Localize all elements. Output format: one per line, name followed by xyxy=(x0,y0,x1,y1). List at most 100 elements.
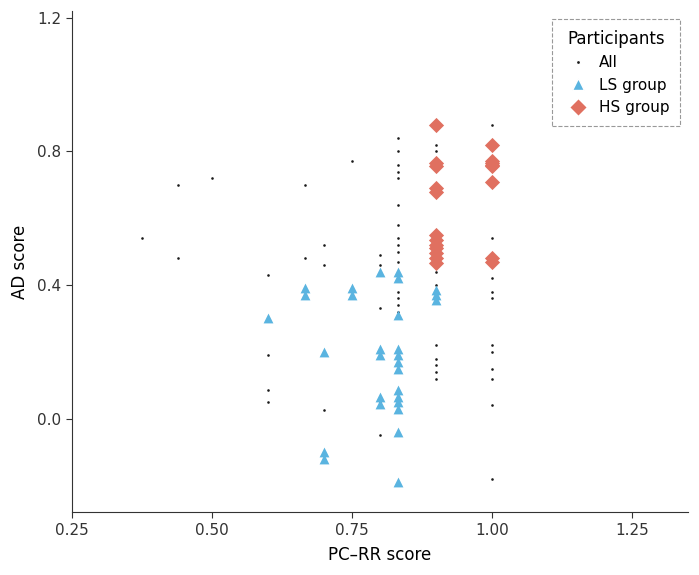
Point xyxy=(375,344,386,353)
Point xyxy=(393,240,404,250)
Point xyxy=(487,374,498,383)
Point xyxy=(393,167,404,176)
Point xyxy=(431,287,442,296)
Point xyxy=(375,267,386,277)
Point xyxy=(375,392,386,401)
Point xyxy=(393,307,404,316)
Point xyxy=(346,157,357,166)
Point xyxy=(431,254,442,263)
Point xyxy=(487,177,498,186)
Point xyxy=(262,314,273,323)
Point xyxy=(393,147,404,156)
Point xyxy=(393,220,404,229)
Point xyxy=(487,254,498,263)
Point xyxy=(375,397,386,407)
Legend: All, LS group, HS group: All, LS group, HS group xyxy=(552,19,680,126)
Point xyxy=(393,397,404,407)
Point xyxy=(393,344,404,353)
Point xyxy=(262,351,273,360)
Point xyxy=(393,294,404,303)
Point xyxy=(431,120,442,129)
Point xyxy=(487,474,498,484)
Point xyxy=(487,274,498,283)
Point xyxy=(393,301,404,310)
Point xyxy=(262,386,273,395)
Point xyxy=(318,347,329,356)
Point xyxy=(393,200,404,209)
Point xyxy=(431,267,442,277)
Point xyxy=(393,364,404,373)
Point xyxy=(173,181,184,190)
Point xyxy=(318,260,329,270)
Point xyxy=(487,157,498,166)
Point xyxy=(393,233,404,243)
Point xyxy=(318,454,329,463)
Point xyxy=(393,386,404,395)
Point xyxy=(431,240,442,250)
Point xyxy=(262,397,273,407)
Point xyxy=(393,310,404,320)
Point xyxy=(431,247,442,256)
Point xyxy=(393,477,404,486)
Point xyxy=(318,347,329,356)
Point xyxy=(487,347,498,356)
Point xyxy=(431,296,442,305)
Point xyxy=(487,159,498,168)
Point xyxy=(431,249,442,258)
Point xyxy=(431,354,442,363)
Point xyxy=(487,162,498,171)
Point xyxy=(393,267,404,277)
Point xyxy=(300,181,311,190)
Point xyxy=(300,254,311,263)
Point xyxy=(300,284,311,293)
Point xyxy=(393,257,404,266)
Point xyxy=(431,259,442,268)
Point xyxy=(487,364,498,373)
Point xyxy=(431,140,442,150)
Point xyxy=(393,314,404,323)
Point xyxy=(431,231,442,240)
Point xyxy=(487,233,498,243)
Point xyxy=(375,351,386,360)
Point xyxy=(136,233,147,243)
Point xyxy=(393,427,404,436)
Point xyxy=(431,235,442,244)
Point xyxy=(487,160,498,170)
Point xyxy=(431,367,442,377)
Point xyxy=(431,227,442,236)
Point xyxy=(431,162,442,171)
Point xyxy=(487,287,498,296)
Point xyxy=(375,260,386,270)
Point xyxy=(262,270,273,279)
Point xyxy=(393,351,404,360)
Point xyxy=(431,159,442,168)
Point xyxy=(487,140,498,150)
Point xyxy=(375,431,386,440)
Point xyxy=(346,290,357,300)
Point xyxy=(375,399,386,408)
Point xyxy=(393,392,404,401)
Point xyxy=(393,160,404,170)
Point xyxy=(487,120,498,129)
Point xyxy=(393,357,404,366)
Point xyxy=(393,287,404,296)
Point xyxy=(346,284,357,293)
Point xyxy=(431,281,442,290)
Point xyxy=(393,133,404,143)
Point xyxy=(487,340,498,350)
X-axis label: PC–RR score: PC–RR score xyxy=(329,546,431,564)
Point xyxy=(431,374,442,383)
Point xyxy=(487,401,498,410)
Point xyxy=(431,244,442,253)
Point xyxy=(393,174,404,183)
Point xyxy=(393,247,404,256)
Point xyxy=(375,250,386,259)
Point xyxy=(431,290,442,300)
Point xyxy=(393,274,404,283)
Point xyxy=(487,140,498,150)
Point xyxy=(173,254,184,263)
Point xyxy=(318,406,329,415)
Point xyxy=(431,183,442,193)
Point xyxy=(300,290,311,300)
Point xyxy=(318,240,329,250)
